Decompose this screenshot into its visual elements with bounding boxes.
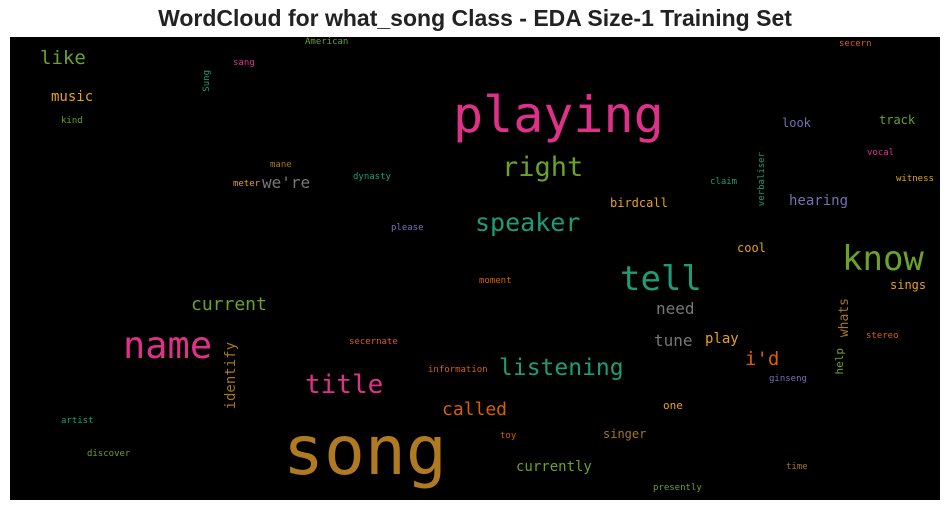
word-moment: moment xyxy=(479,276,512,286)
word-i-d: i'd xyxy=(745,348,780,370)
word-playing: playing xyxy=(453,86,664,144)
word-called: called xyxy=(442,399,508,420)
word-american: American xyxy=(305,37,349,47)
word-dynasty: dynasty xyxy=(353,172,391,182)
word-witness: witness xyxy=(896,174,934,184)
word-current: current xyxy=(191,294,267,315)
word-claim: claim xyxy=(710,177,738,187)
word-play: play xyxy=(705,331,739,347)
word-tell: tell xyxy=(620,259,702,299)
word-listening: listening xyxy=(499,355,624,381)
word-know: know xyxy=(842,239,924,279)
word-birdcall: birdcall xyxy=(610,196,668,210)
word-one: one xyxy=(663,399,683,412)
word-ginseng: ginseng xyxy=(769,374,807,384)
word-information: information xyxy=(428,365,488,375)
word-whats: whats xyxy=(837,298,852,338)
word-need: need xyxy=(656,299,695,318)
word-hearing: hearing xyxy=(789,193,849,209)
word-music: music xyxy=(51,89,94,105)
word-kind: kind xyxy=(61,116,83,126)
word-presently: presently xyxy=(653,483,702,493)
word-secernate: secernate xyxy=(349,337,398,347)
word-help: help xyxy=(833,348,846,375)
word-sung: Sung xyxy=(202,70,212,92)
word-vocal: vocal xyxy=(867,148,895,158)
word-right: right xyxy=(502,152,584,183)
word-tune: tune xyxy=(654,331,693,350)
word-artist: artist xyxy=(61,416,94,426)
word-verbaliser: verbaliser xyxy=(757,152,767,207)
word-look: look xyxy=(782,116,811,130)
chart-title: WordCloud for what_song Class - EDA Size… xyxy=(158,5,792,31)
word-meter: meter xyxy=(233,179,261,189)
word-singer: singer xyxy=(603,427,647,441)
word-time: time xyxy=(786,462,808,472)
word-like: like xyxy=(40,47,86,69)
word-please: please xyxy=(391,223,424,233)
word-we-re: we're xyxy=(262,173,311,192)
word-discover: discover xyxy=(87,449,131,459)
word-secern: secern xyxy=(839,39,872,49)
word-sang: sang xyxy=(233,58,255,68)
word-mane: mane xyxy=(270,160,292,170)
wordcloud-canvas: song playing name know tell title right speaker… xyxy=(10,37,940,500)
word-name: name xyxy=(123,324,213,367)
word-cool: cool xyxy=(737,241,766,255)
word-currently: currently xyxy=(516,459,592,475)
word-stereo: stereo xyxy=(866,331,899,341)
word-toy: toy xyxy=(500,431,517,441)
word-speaker: speaker xyxy=(475,208,581,237)
word-title: title xyxy=(305,370,384,400)
word-track: track xyxy=(879,113,916,127)
word-sings: sings xyxy=(890,278,927,292)
word-song: song xyxy=(283,412,447,491)
word-identify: identify xyxy=(223,342,239,410)
